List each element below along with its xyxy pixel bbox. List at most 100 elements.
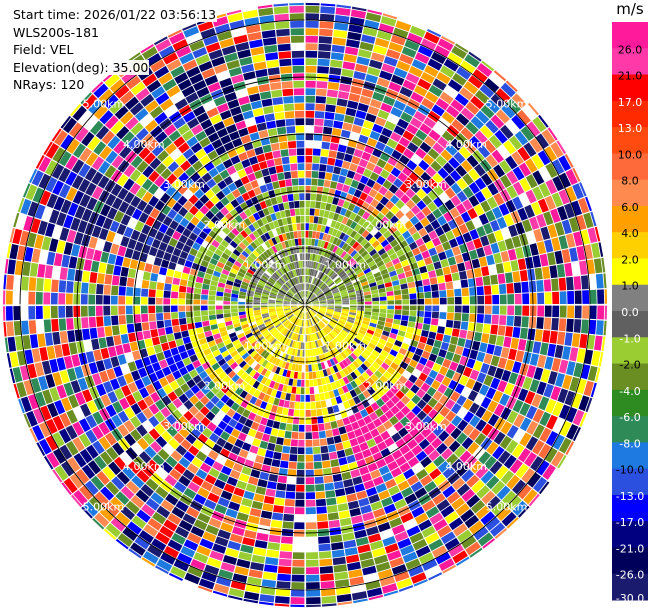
gate bbox=[353, 189, 363, 198]
gate bbox=[288, 378, 294, 386]
gate bbox=[263, 251, 270, 259]
gate bbox=[173, 387, 184, 398]
gate bbox=[154, 65, 170, 79]
gate bbox=[200, 294, 208, 300]
gate bbox=[220, 490, 233, 501]
gate bbox=[407, 142, 419, 153]
gate bbox=[246, 310, 254, 315]
gate bbox=[287, 239, 293, 248]
gate bbox=[284, 320, 290, 327]
gate bbox=[193, 519, 208, 531]
gate bbox=[275, 21, 290, 30]
gate bbox=[182, 23, 197, 31]
gate bbox=[199, 406, 210, 416]
gate bbox=[528, 493, 540, 507]
gate bbox=[319, 300, 327, 303]
gate bbox=[85, 247, 95, 260]
gate bbox=[371, 289, 379, 295]
gate bbox=[245, 271, 253, 278]
gate bbox=[429, 324, 438, 333]
gate bbox=[267, 230, 275, 239]
gate bbox=[339, 191, 348, 200]
gate bbox=[522, 376, 533, 390]
gate bbox=[409, 427, 420, 439]
gate bbox=[295, 246, 300, 254]
gate bbox=[305, 417, 312, 425]
gate bbox=[119, 145, 132, 159]
gate bbox=[118, 295, 126, 305]
gate bbox=[265, 557, 279, 566]
gate bbox=[455, 235, 466, 246]
gate bbox=[58, 280, 67, 293]
gate bbox=[3, 321, 7, 337]
gate bbox=[414, 487, 428, 499]
gate bbox=[307, 342, 310, 350]
gate bbox=[401, 486, 414, 498]
gate bbox=[208, 357, 217, 366]
gate bbox=[380, 169, 390, 179]
gate bbox=[253, 239, 261, 247]
gate bbox=[354, 223, 362, 232]
gate bbox=[85, 414, 98, 429]
gate bbox=[221, 186, 232, 196]
gate bbox=[393, 178, 404, 189]
gate bbox=[322, 134, 332, 142]
gate bbox=[547, 127, 558, 141]
gate bbox=[327, 269, 333, 276]
gate bbox=[349, 302, 357, 305]
gate bbox=[404, 493, 418, 505]
gate bbox=[27, 363, 37, 379]
gate bbox=[334, 309, 342, 313]
gate bbox=[298, 284, 302, 291]
gate bbox=[359, 408, 369, 418]
gate bbox=[305, 300, 310, 305]
gate bbox=[266, 323, 274, 330]
gate bbox=[35, 391, 46, 407]
gate bbox=[379, 226, 388, 235]
gate bbox=[473, 526, 489, 541]
gate bbox=[115, 511, 131, 526]
gate bbox=[306, 312, 308, 320]
gate bbox=[412, 334, 421, 342]
gate bbox=[533, 476, 548, 493]
range-ring-label: 4.00km bbox=[445, 460, 487, 473]
gate bbox=[273, 451, 282, 460]
gate bbox=[347, 100, 359, 110]
gate bbox=[420, 71, 435, 84]
gate bbox=[65, 440, 79, 456]
gate bbox=[352, 205, 361, 214]
gate bbox=[113, 210, 125, 223]
gate bbox=[264, 333, 272, 340]
gate bbox=[40, 405, 52, 421]
gate bbox=[335, 279, 342, 285]
gate bbox=[159, 45, 175, 59]
colorbar-tick-label: 21.0 bbox=[618, 70, 643, 83]
gate bbox=[386, 313, 394, 319]
gate bbox=[321, 453, 330, 461]
gate bbox=[174, 72, 189, 85]
gate bbox=[319, 232, 324, 240]
gate bbox=[227, 276, 235, 282]
gate bbox=[345, 391, 353, 401]
gate bbox=[261, 385, 269, 394]
gate bbox=[317, 313, 324, 318]
gate bbox=[389, 239, 399, 248]
gate bbox=[122, 343, 132, 354]
gate bbox=[292, 424, 299, 432]
gate bbox=[129, 341, 139, 352]
gate bbox=[485, 154, 498, 168]
gate bbox=[380, 268, 389, 276]
gate bbox=[305, 245, 308, 253]
gate bbox=[147, 183, 159, 195]
gate bbox=[223, 483, 236, 494]
gate bbox=[338, 320, 346, 325]
gate bbox=[357, 226, 366, 235]
gate bbox=[279, 259, 285, 267]
gate bbox=[147, 544, 163, 558]
gate bbox=[473, 204, 485, 216]
gate bbox=[218, 256, 227, 265]
gate bbox=[281, 353, 287, 361]
gate bbox=[334, 221, 341, 230]
gate bbox=[579, 412, 588, 427]
gate bbox=[171, 318, 180, 326]
